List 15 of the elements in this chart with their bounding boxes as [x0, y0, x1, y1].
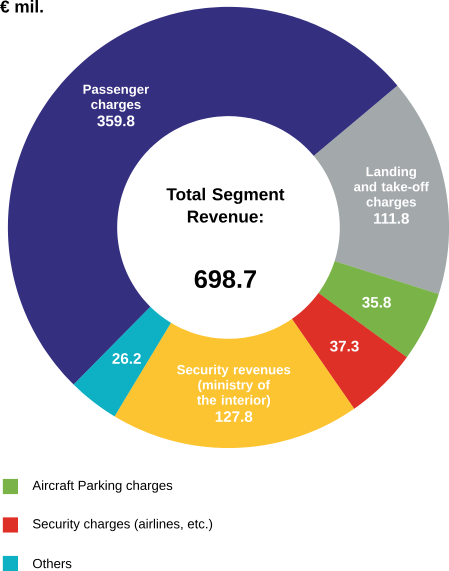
slice-label: Landing and take-off charges [354, 166, 429, 210]
data-label: 37.3 [330, 340, 359, 352]
data-label: 111.8 [374, 213, 409, 224]
slice-label: Passenger charges [84, 84, 149, 112]
data-label: 35.8 [362, 296, 391, 308]
legend-label: Security charges (airlines, etc.) [32, 518, 212, 532]
slice-label: Security revenues (ministry of the interior) [177, 364, 290, 408]
data-label: 127.8 [216, 411, 252, 422]
text: 698.7 [194, 270, 256, 288]
legend-label: Others [32, 558, 72, 568]
data-label: 359.8 [97, 116, 134, 126]
text: Total Segment Revenue: [166, 188, 284, 223]
chart-title: € mil. [0, 0, 43, 13]
data-label: 26.2 [112, 353, 141, 364]
legend-label: Aircraft Parking charges [32, 480, 172, 493]
